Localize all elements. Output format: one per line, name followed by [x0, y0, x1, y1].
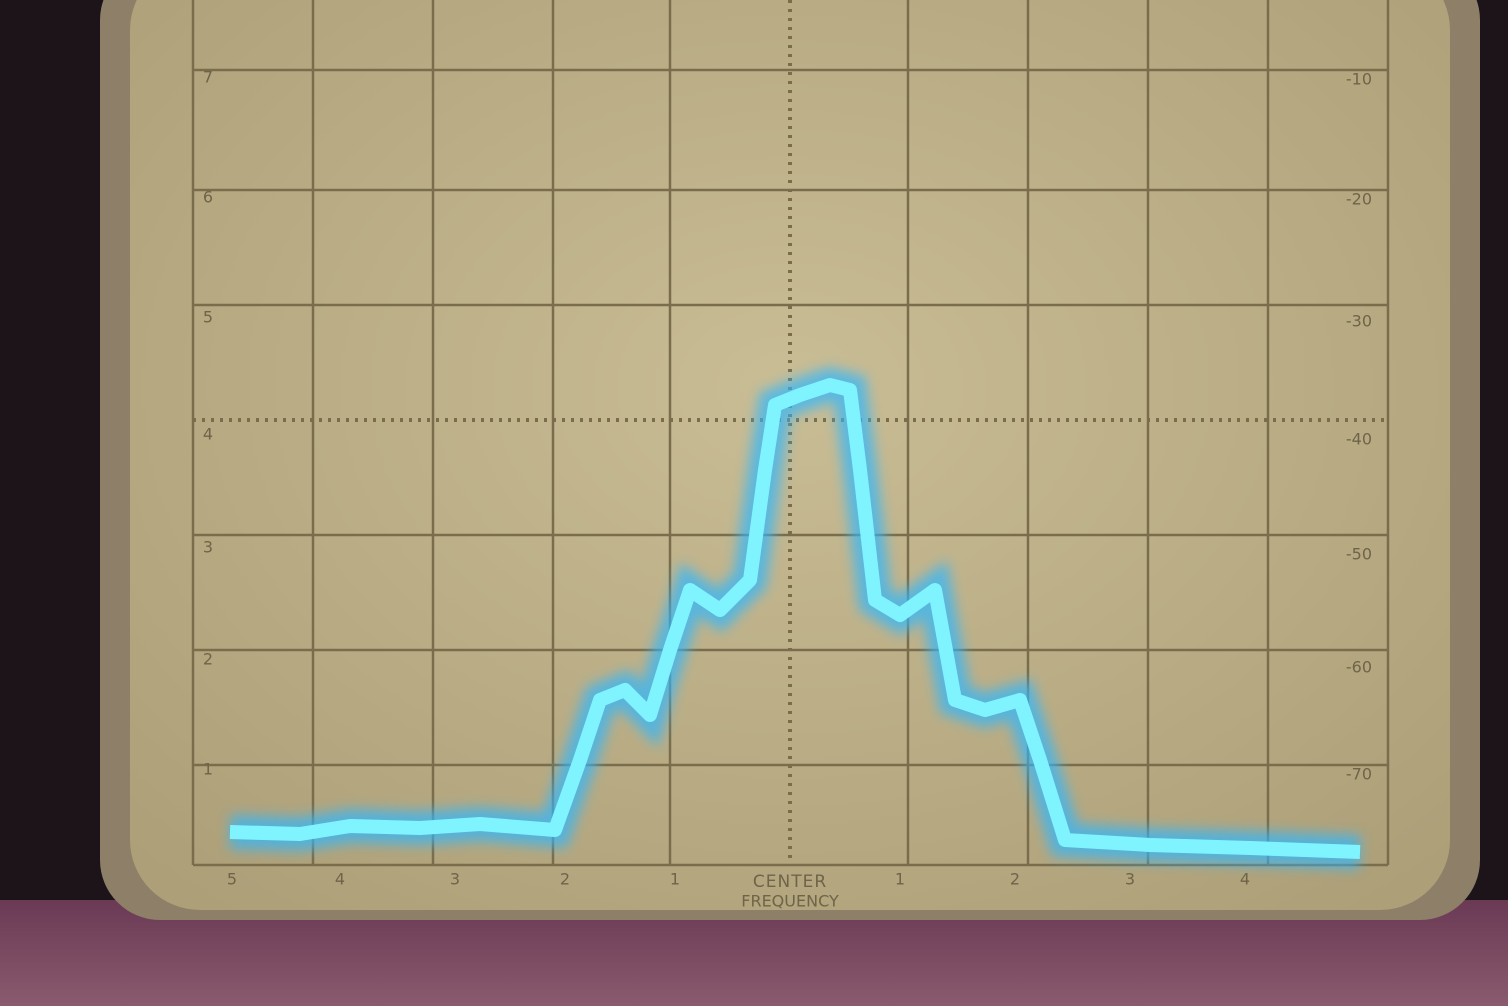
- bottom-scale-label: 2: [1010, 870, 1020, 889]
- left-scale-label: 7: [203, 68, 213, 87]
- bottom-scale-label: 3: [1125, 870, 1135, 889]
- left-scale-label: 3: [203, 538, 213, 557]
- trace: [229, 367, 1361, 869]
- bottom-scale-label: 3: [450, 870, 460, 889]
- center-sublabel: FREQUENCY: [741, 892, 839, 911]
- left-scale-label: 2: [203, 650, 213, 669]
- bottom-scale-label: 4: [1240, 870, 1250, 889]
- screen: [130, 0, 1450, 910]
- right-scale-label: -60: [1346, 658, 1372, 677]
- left-scale-label: 1: [203, 760, 213, 779]
- right-scale-label: -40: [1346, 430, 1372, 449]
- left-scale-label: 5: [203, 308, 213, 327]
- left-scale-label: 6: [203, 188, 213, 207]
- bottom-scale-label: 4: [335, 870, 345, 889]
- bottom-scale-label: 2: [560, 870, 570, 889]
- bottom-scale-label: 1: [895, 870, 905, 889]
- left-scale-label: 4: [203, 425, 213, 444]
- right-scale-label: -30: [1346, 312, 1372, 331]
- right-scale-label: -50: [1346, 545, 1372, 564]
- graticule: [191, 0, 1390, 867]
- center-label: CENTER: [753, 872, 827, 892]
- right-scale-label: -10: [1346, 70, 1372, 89]
- right-scale-label: -20: [1346, 190, 1372, 209]
- bottom-scale-label: 1: [670, 870, 680, 889]
- right-scale-label: -70: [1346, 765, 1372, 784]
- bottom-scale-label: 5: [227, 870, 237, 889]
